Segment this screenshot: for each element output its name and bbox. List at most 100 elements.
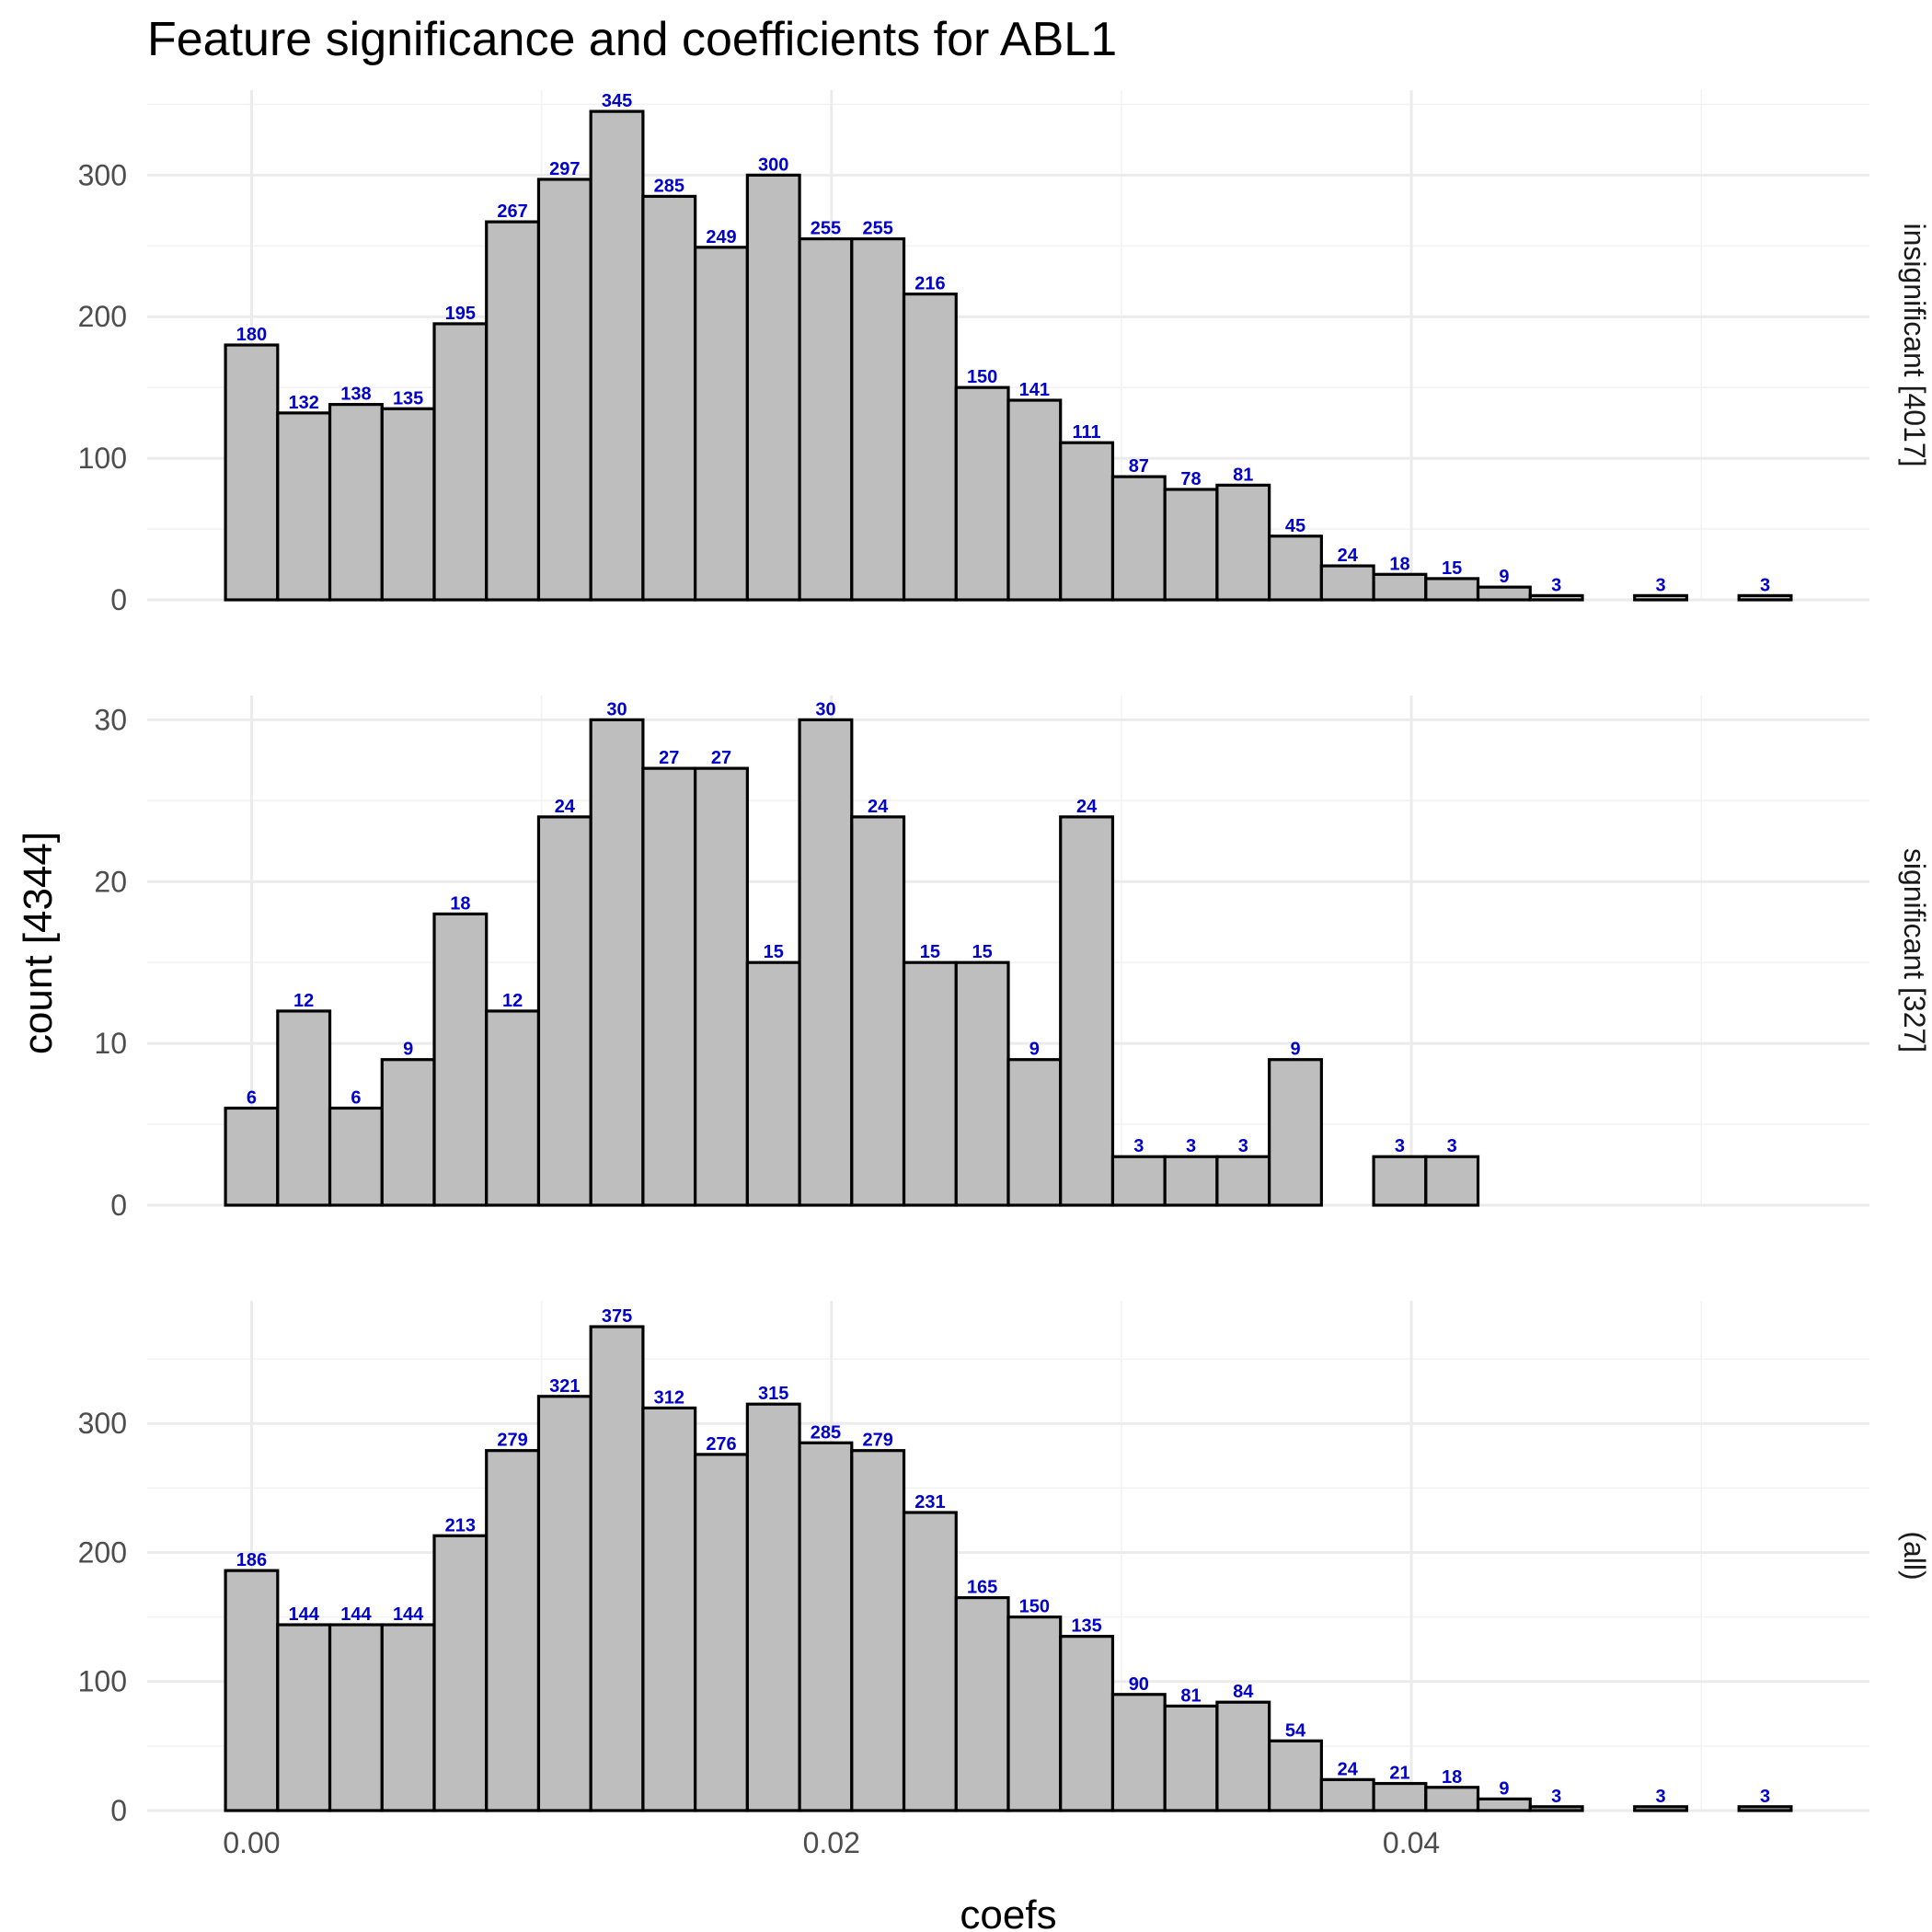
bar-count-label: 255: [862, 219, 892, 239]
histogram-bar: [276, 1009, 332, 1207]
facet-strip-label: (all): [1898, 1531, 1931, 1580]
histogram-bar: [1006, 398, 1063, 602]
bar-count-label: 18: [1442, 1767, 1462, 1788]
bar-count-label: 315: [758, 1384, 788, 1404]
histogram-bar: [380, 1623, 436, 1812]
bar-count-label: 276: [706, 1434, 736, 1455]
bar-count-label: 3: [1238, 1136, 1248, 1156]
histogram-bar: [798, 236, 854, 602]
bar-count-label: 285: [811, 1422, 841, 1443]
histogram-bar: [798, 1441, 854, 1812]
histogram-bar: [1268, 535, 1323, 602]
bar-count-label: 111: [1073, 422, 1101, 443]
x-tick-label: 0.02: [803, 1826, 860, 1859]
bar-count-label: 27: [659, 748, 679, 768]
histogram-bar: [1372, 572, 1428, 602]
bar-count-label: 12: [502, 991, 523, 1011]
x-axis-ticks: 0.00 0.02 0.04: [223, 1826, 1440, 1859]
y-tick-label: 0: [110, 1189, 127, 1222]
bar-count-label: 135: [1071, 1616, 1101, 1637]
histogram-bar: [1110, 1155, 1167, 1207]
histogram-bar: [694, 246, 749, 602]
histogram-bar: [328, 1623, 384, 1812]
y-tick-label: 200: [78, 300, 127, 333]
histogram-bar: [328, 403, 384, 602]
bar-count-label: 18: [450, 893, 470, 914]
histogram-bar: [850, 815, 906, 1207]
bar-count-label: 312: [654, 1387, 684, 1408]
bar-count-label: 81: [1233, 465, 1253, 485]
histogram-bar: [1215, 1155, 1271, 1207]
y-tick-label: 300: [78, 1407, 127, 1440]
bar-count-label: 24: [555, 797, 576, 817]
bar-count-label: 45: [1285, 516, 1305, 536]
histogram-bar: [485, 220, 541, 602]
histogram-bar: [1528, 1805, 1584, 1812]
histogram-bar: [1006, 1616, 1063, 1812]
histogram-bar: [902, 293, 958, 602]
histogram-bar: [1110, 1693, 1167, 1812]
histogram-bar: [694, 1453, 749, 1812]
histogram-bar: [745, 960, 801, 1207]
bar-count-label: 30: [606, 699, 627, 719]
bar-count-label: 141: [1019, 380, 1050, 400]
histogram-bar: [745, 173, 801, 602]
histogram-bar: [589, 109, 645, 602]
bar-count-label: 3: [1760, 575, 1770, 595]
bar-count-label: 345: [602, 91, 632, 111]
bar-count-label: 9: [403, 1040, 413, 1060]
histogram-bar: [1737, 593, 1793, 602]
bar-count-label: 15: [764, 942, 784, 962]
histogram-bar: [1319, 1777, 1375, 1812]
bar-count-label: 3: [1656, 1787, 1666, 1807]
bar-count-label: 84: [1233, 1682, 1254, 1702]
bar-count-label: 165: [967, 1578, 997, 1598]
histogram-bar: [1476, 585, 1532, 602]
bar-count-label: 3: [1395, 1136, 1405, 1156]
y-tick-label: 0: [110, 583, 127, 616]
bar-count-label: 6: [351, 1087, 361, 1108]
histogram-bar: [1424, 577, 1480, 602]
bar-count-label: 3: [1133, 1136, 1144, 1156]
histogram-bar: [1268, 1058, 1323, 1207]
y-tick-label: 100: [78, 442, 127, 475]
histogram-bar: [1163, 1155, 1219, 1207]
bar-count-label: 285: [654, 176, 684, 196]
histogram-bar: [1528, 593, 1584, 602]
histogram-bar: [589, 718, 645, 1207]
facet-strip-label: insignificant [4017]: [1898, 223, 1931, 466]
bar-count-label: 3: [1551, 575, 1561, 595]
facet-panel: 0 10 20 30 6 12 6 9 18 12 24 30 27 27 15 30 24 15 15 9 24 3 3 3…: [94, 696, 1931, 1222]
histogram-bar: [1372, 1781, 1428, 1812]
bar-count-label: 279: [862, 1431, 892, 1451]
histogram-bar: [954, 385, 1010, 602]
histogram-bar: [224, 1569, 280, 1812]
histogram-bar: [536, 815, 592, 1207]
bar-count-label: 231: [914, 1492, 945, 1512]
bar-count-label: 90: [1129, 1674, 1149, 1695]
bar-count-label: 12: [293, 991, 314, 1011]
bar-count-label: 24: [1338, 546, 1359, 566]
bar-count-label: 3: [1186, 1136, 1196, 1156]
bar-count-label: 3: [1551, 1787, 1561, 1807]
histogram-bar: [1319, 564, 1375, 602]
histogram-bar: [276, 1623, 332, 1812]
bar-count-label: 150: [967, 367, 997, 387]
bar-count-label: 213: [445, 1515, 476, 1535]
histogram-bar: [485, 1449, 541, 1812]
bar-count-label: 180: [236, 325, 267, 345]
bar-count-label: 195: [445, 304, 476, 324]
histogram-bar: [1059, 1635, 1115, 1812]
histogram-bar: [1372, 1155, 1428, 1207]
bar-count-label: 249: [706, 227, 736, 247]
histogram-bar: [1268, 1739, 1323, 1812]
bar-count-label: 9: [1499, 567, 1509, 587]
histogram-bar: [902, 960, 958, 1207]
histogram-bar: [1633, 1805, 1689, 1812]
histogram-bar: [224, 343, 280, 602]
bar-count-label: 30: [815, 699, 835, 719]
histogram-bar: [536, 178, 592, 602]
histogram-bar: [1059, 441, 1115, 602]
histogram-bar: [641, 194, 697, 602]
